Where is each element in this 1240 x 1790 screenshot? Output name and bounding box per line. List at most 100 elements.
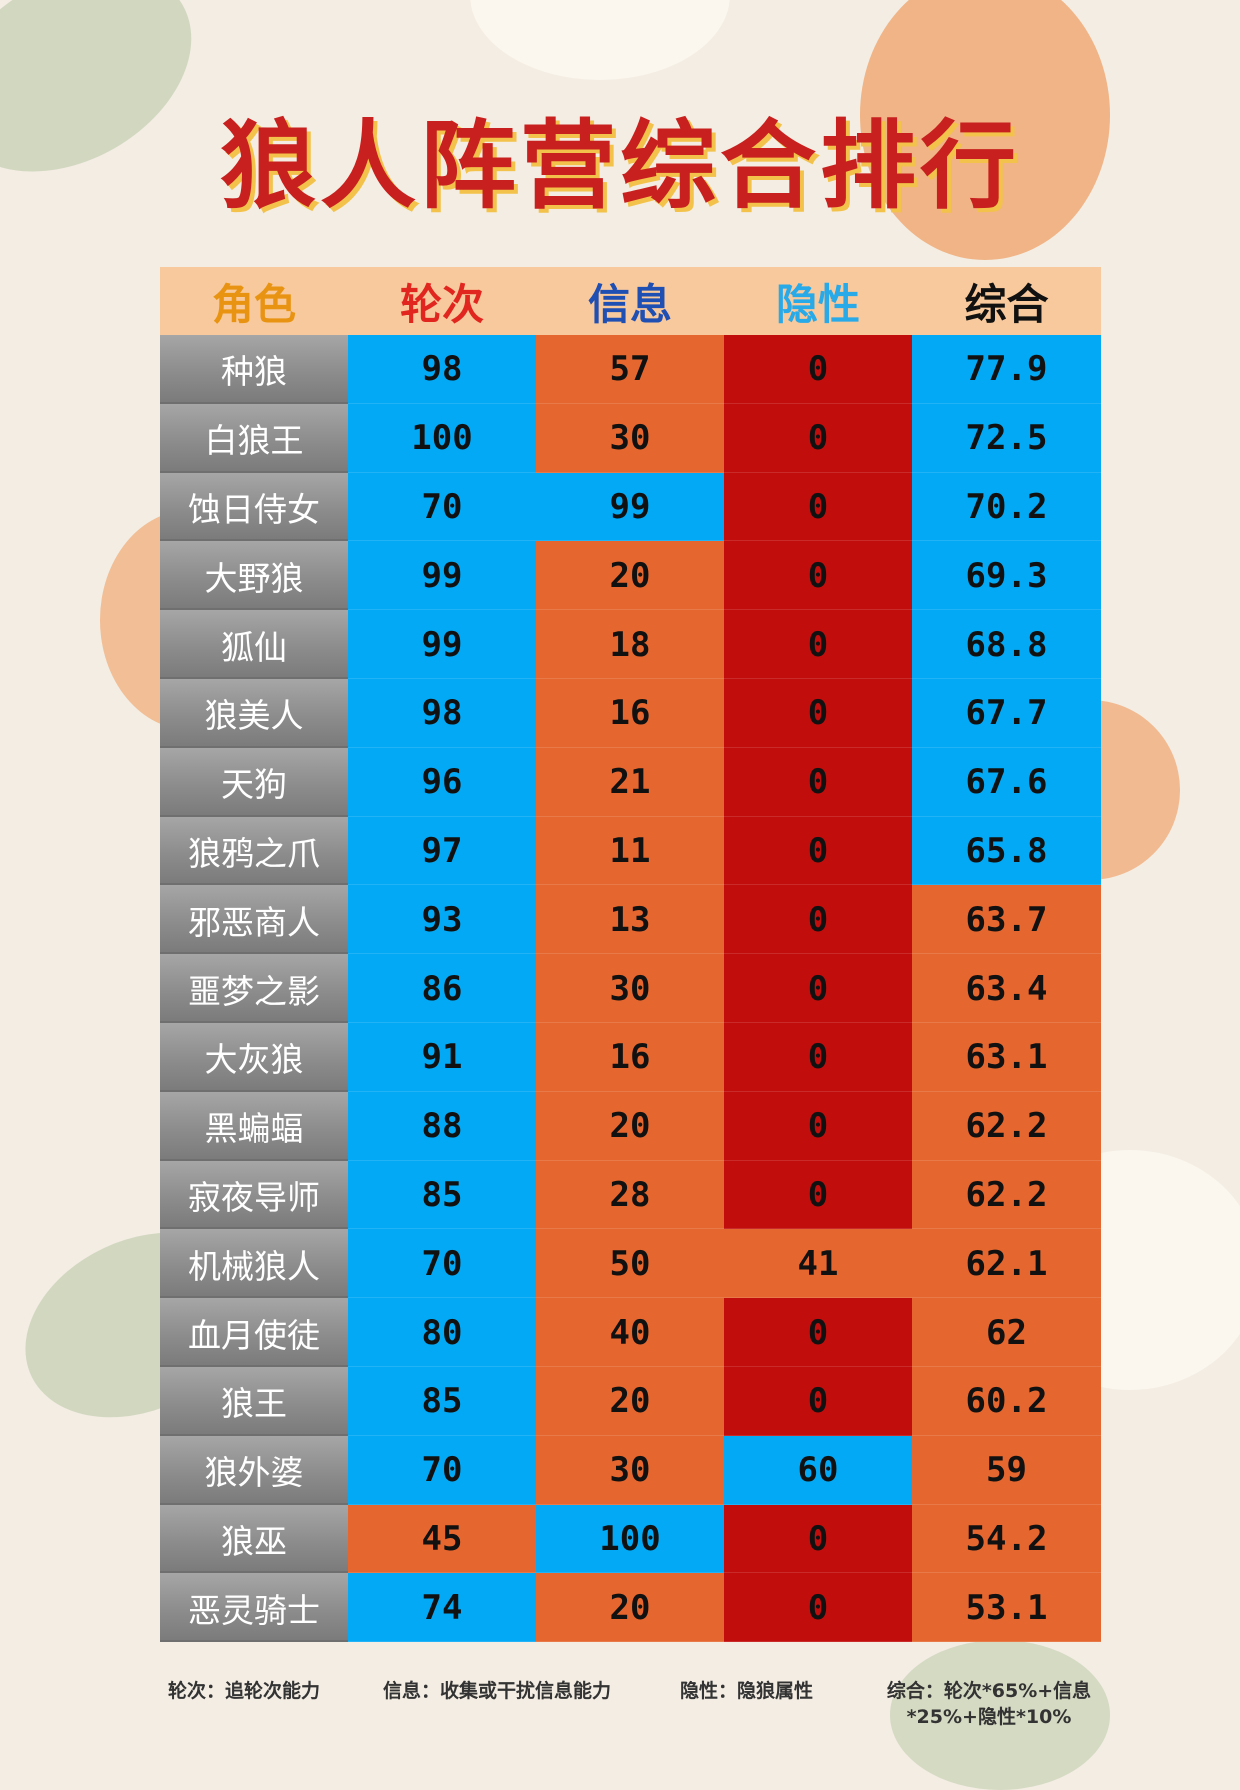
info-cell: 16 bbox=[536, 678, 724, 748]
role-name-cell: 大灰狼 bbox=[160, 1022, 348, 1092]
info-cell: 11 bbox=[536, 816, 724, 886]
round-cell: 97 bbox=[348, 816, 536, 886]
header-info: 信息 bbox=[587, 279, 672, 329]
footnote-hidden: 隐性：隐狼属性 bbox=[680, 1680, 814, 1702]
header-total: 综合 bbox=[964, 279, 1049, 329]
info-cell: 20 bbox=[536, 1573, 724, 1643]
total-cell: 67.6 bbox=[912, 747, 1101, 817]
info-cell: 40 bbox=[536, 1298, 724, 1367]
round-cell: 70 bbox=[348, 1435, 536, 1505]
total-cell: 65.8 bbox=[912, 816, 1101, 886]
total-cell: 63.7 bbox=[912, 885, 1101, 955]
table-row: 寂夜导师 85 28 0 62.2 bbox=[160, 1160, 1101, 1230]
table-row: 大野狼 99 20 0 69.3 bbox=[160, 541, 1101, 611]
role-name-cell: 血月使徒 bbox=[160, 1298, 348, 1367]
total-cell: 62.1 bbox=[912, 1229, 1101, 1299]
role-name-cell: 天狗 bbox=[160, 747, 348, 817]
total-cell: 67.7 bbox=[912, 678, 1101, 748]
info-cell: 100 bbox=[536, 1504, 724, 1574]
info-cell: 28 bbox=[536, 1160, 724, 1230]
total-cell: 60.2 bbox=[912, 1366, 1101, 1436]
round-cell: 98 bbox=[348, 335, 536, 404]
total-cell: 69.3 bbox=[912, 541, 1101, 611]
total-cell: 62 bbox=[912, 1298, 1101, 1367]
role-name-cell: 狼外婆 bbox=[160, 1435, 348, 1505]
info-cell: 18 bbox=[536, 610, 724, 679]
round-cell: 70 bbox=[348, 472, 536, 542]
role-name-cell: 种狼 bbox=[160, 335, 348, 404]
footnote-total: 综合：轮次*65%+信息*25%+隐性*10% bbox=[886, 1680, 1092, 1728]
hidden-cell: 0 bbox=[724, 1160, 912, 1230]
hidden-cell: 0 bbox=[724, 816, 912, 886]
hidden-cell: 0 bbox=[724, 1022, 912, 1092]
hidden-cell: 0 bbox=[724, 747, 912, 817]
round-cell: 91 bbox=[348, 1022, 536, 1092]
total-cell: 70.2 bbox=[912, 472, 1101, 542]
info-cell: 16 bbox=[536, 1022, 724, 1092]
hidden-cell: 60 bbox=[724, 1435, 912, 1505]
table-row: 狼王 85 20 0 60.2 bbox=[160, 1366, 1101, 1436]
total-cell: 63.4 bbox=[912, 954, 1101, 1023]
hidden-cell: 0 bbox=[724, 335, 912, 404]
table-row: 大灰狼 91 16 0 63.1 bbox=[160, 1022, 1101, 1092]
table-row: 种狼 98 57 0 77.9 bbox=[160, 335, 1101, 404]
role-name-cell: 狼美人 bbox=[160, 678, 348, 748]
role-name-cell: 寂夜导师 bbox=[160, 1160, 348, 1230]
hidden-cell: 0 bbox=[724, 678, 912, 748]
table-row: 恶灵骑士 74 20 0 53.1 bbox=[160, 1573, 1101, 1643]
table-row: 血月使徒 80 40 0 62 bbox=[160, 1298, 1101, 1367]
table-row: 狼美人 98 16 0 67.7 bbox=[160, 678, 1101, 748]
table-body: 种狼 98 57 0 77.9 白狼王 100 30 0 72.5 蚀日侍女 70 99 0 70.2 大野狼… bbox=[160, 335, 1101, 1643]
round-cell: 96 bbox=[348, 747, 536, 817]
hidden-cell: 0 bbox=[724, 472, 912, 542]
table-row: 邪恶商人 93 13 0 63.7 bbox=[160, 885, 1101, 955]
table-row: 天狗 96 21 0 67.6 bbox=[160, 747, 1101, 817]
bun-decoration bbox=[470, 0, 730, 80]
role-name-cell: 邪恶商人 bbox=[160, 885, 348, 955]
table-row: 狼外婆 70 30 60 59 bbox=[160, 1435, 1101, 1505]
info-cell: 30 bbox=[536, 403, 724, 473]
round-cell: 99 bbox=[348, 541, 536, 611]
round-cell: 86 bbox=[348, 954, 536, 1023]
info-cell: 20 bbox=[536, 1366, 724, 1436]
table-row: 机械狼人 70 50 41 62.1 bbox=[160, 1229, 1101, 1299]
footnote-round: 轮次：追轮次能力 bbox=[168, 1680, 321, 1702]
role-name-cell: 黑蝙蝠 bbox=[160, 1091, 348, 1161]
ranking-table: 角色 轮次 信息 隐性 综合 种狼 98 57 0 77.9 白狼王 100 30 0 72.5 蚀… bbox=[160, 267, 1101, 1643]
total-cell: 63.1 bbox=[912, 1022, 1101, 1092]
round-cell: 45 bbox=[348, 1504, 536, 1574]
table-row: 噩梦之影 86 30 0 63.4 bbox=[160, 954, 1101, 1023]
footnote-info: 信息：收集或干扰信息能力 bbox=[383, 1680, 612, 1702]
hidden-cell: 0 bbox=[724, 1573, 912, 1643]
info-cell: 21 bbox=[536, 747, 724, 817]
drumstick-decoration bbox=[860, 0, 1110, 260]
round-cell: 99 bbox=[348, 610, 536, 679]
table-row: 狼鸦之爪 97 11 0 65.8 bbox=[160, 816, 1101, 886]
total-cell: 62.2 bbox=[912, 1091, 1101, 1161]
role-name-cell: 噩梦之影 bbox=[160, 954, 348, 1023]
total-cell: 53.1 bbox=[912, 1573, 1101, 1643]
table-row: 白狼王 100 30 0 72.5 bbox=[160, 403, 1101, 473]
round-cell: 100 bbox=[348, 403, 536, 473]
total-cell: 59 bbox=[912, 1435, 1101, 1505]
role-name-cell: 蚀日侍女 bbox=[160, 472, 348, 542]
round-cell: 85 bbox=[348, 1366, 536, 1436]
info-cell: 13 bbox=[536, 885, 724, 955]
role-name-cell: 狼鸦之爪 bbox=[160, 816, 348, 886]
role-name-cell: 白狼王 bbox=[160, 403, 348, 473]
role-name-cell: 狼巫 bbox=[160, 1504, 348, 1574]
hidden-cell: 0 bbox=[724, 1366, 912, 1436]
header-round: 轮次 bbox=[399, 279, 484, 329]
round-cell: 88 bbox=[348, 1091, 536, 1161]
round-cell: 70 bbox=[348, 1229, 536, 1299]
info-cell: 50 bbox=[536, 1229, 724, 1299]
header-role: 角色 bbox=[211, 279, 296, 329]
header-hidden: 隐性 bbox=[775, 279, 860, 329]
round-cell: 85 bbox=[348, 1160, 536, 1230]
role-name-cell: 狼王 bbox=[160, 1366, 348, 1436]
role-name-cell: 机械狼人 bbox=[160, 1229, 348, 1299]
hidden-cell: 41 bbox=[724, 1229, 912, 1299]
round-cell: 93 bbox=[348, 885, 536, 955]
hidden-cell: 0 bbox=[724, 541, 912, 611]
hidden-cell: 0 bbox=[724, 954, 912, 1023]
